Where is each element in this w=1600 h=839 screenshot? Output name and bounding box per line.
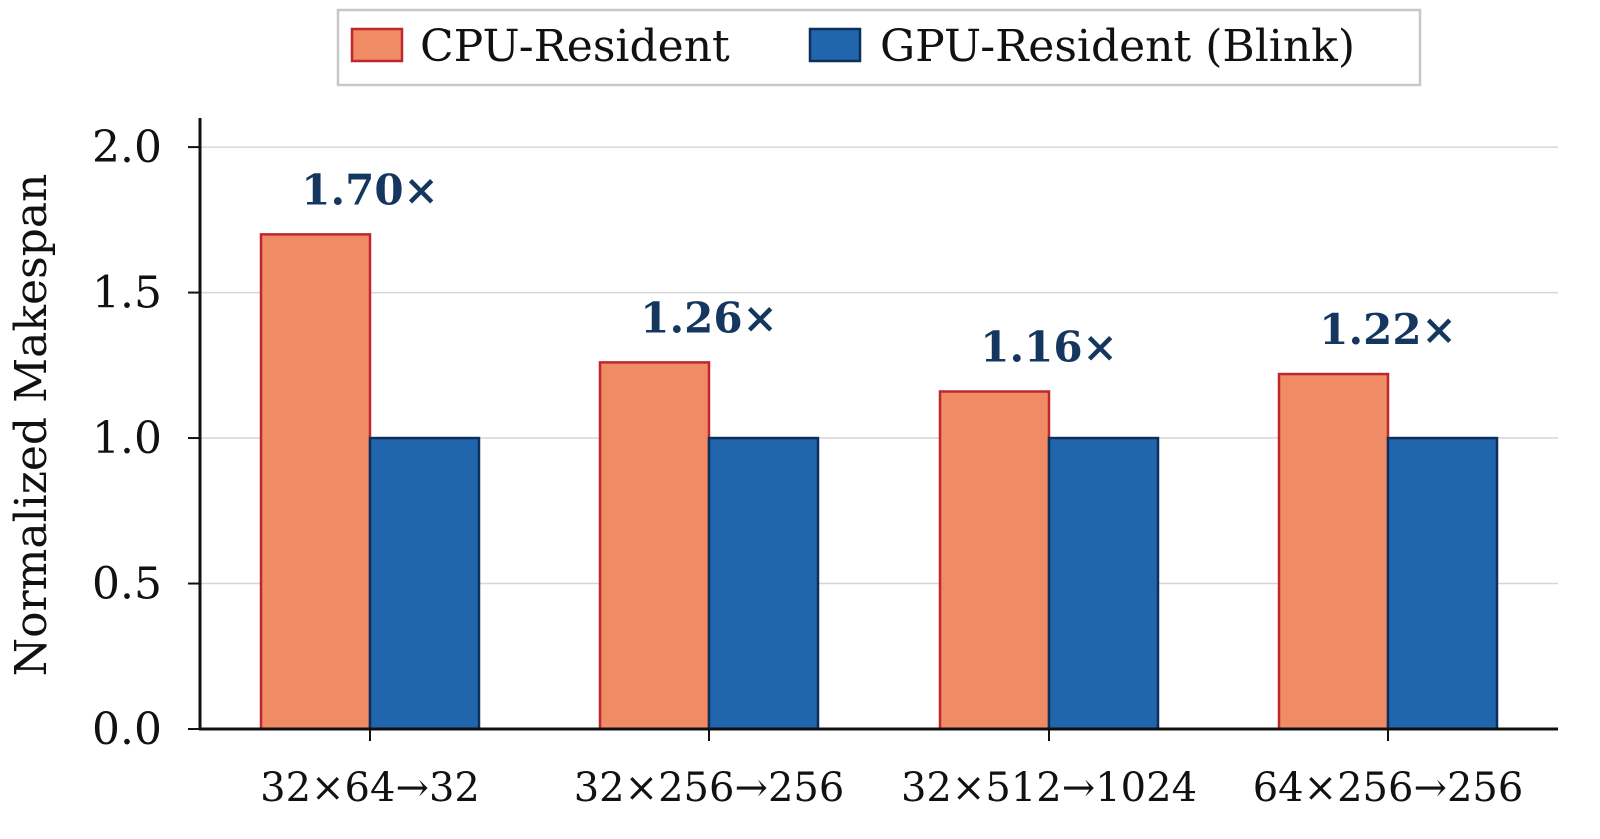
x-tick-label: 32×512→1024: [901, 765, 1197, 811]
bar-cpu-resident: [598, 361, 711, 731]
legend-swatch-cpu: [350, 27, 404, 63]
bar-gpu-resident: [707, 436, 820, 731]
bar-gpu-resident: [1386, 436, 1499, 731]
bars: [259, 233, 1499, 731]
legend-box: [336, 8, 1422, 87]
legend-label-cpu: CPU-Resident: [420, 21, 730, 72]
speedup-annotation: 1.26×: [640, 293, 777, 342]
speedup-annotation: 1.70×: [301, 165, 438, 214]
y-tick-label: 2.0: [92, 122, 162, 173]
x-tick-label: 32×256→256: [574, 765, 845, 811]
bar-gpu-resident: [368, 436, 481, 731]
y-tick-label: 0.0: [92, 704, 162, 755]
annotations: 1.70× 1.26× 1.16× 1.22×: [301, 165, 1456, 371]
legend-swatch-gpu: [808, 27, 862, 63]
y-tick-label: 1.5: [92, 268, 162, 319]
bar-cpu-resident: [938, 390, 1051, 731]
legend-label-gpu: GPU-Resident (Blink): [880, 21, 1355, 72]
bar-gpu-resident: [1047, 436, 1160, 731]
x-tick-label: 32×64→32: [260, 765, 480, 811]
axes: 32×64→32 32×256→256 32×512→1024 64×256→256 0…: [92, 118, 1558, 811]
bar-cpu-resident: [1277, 372, 1390, 731]
legend: CPU-Resident GPU-Resident (Blink): [336, 8, 1422, 87]
bar-cpu-resident: [259, 233, 372, 731]
y-tick-label: 1.0: [92, 413, 162, 464]
y-tick-label: 0.5: [92, 559, 162, 610]
y-axis-label: Normalized Makespan: [6, 174, 57, 677]
speedup-annotation: 1.16×: [980, 322, 1117, 371]
speedup-annotation: 1.22×: [1319, 305, 1456, 354]
x-tick-label: 64×256→256: [1253, 765, 1524, 811]
